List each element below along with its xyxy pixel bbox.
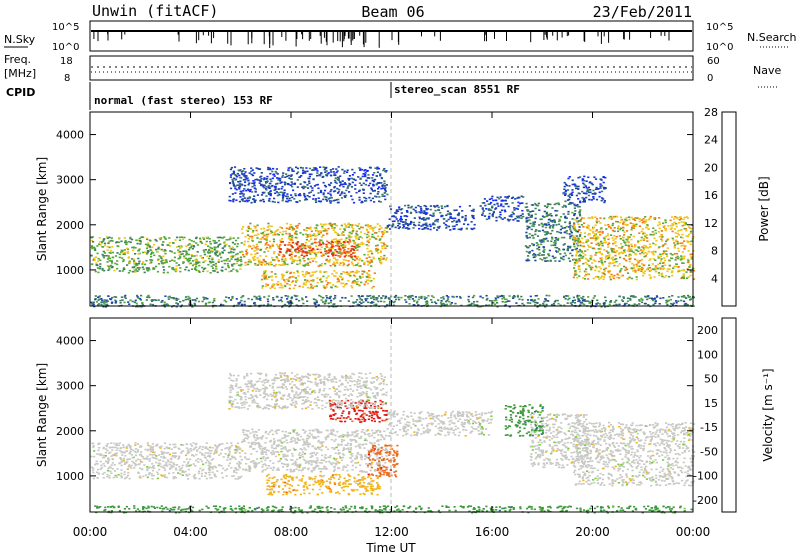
cpid-segment-2: stereo_scan 8551 RF xyxy=(394,83,520,96)
velocity-colorbar-label: Velocity [m s⁻¹] xyxy=(761,368,775,461)
velocity-colorbar-tick-7: -200 xyxy=(693,494,718,507)
power-colorbar-tick-1: 8 xyxy=(711,245,718,258)
nsky-trace xyxy=(91,30,692,48)
velocity-ytick-label-0: 1000 xyxy=(56,470,84,483)
freq-tick-top: 18 xyxy=(60,56,73,67)
time-tick-label-3: 12:00 xyxy=(374,525,409,539)
nave-tick-top: 60 xyxy=(707,56,720,67)
power-ytick-label-0: 1000 xyxy=(56,264,84,277)
nsky-tick-top-left: 10^5 xyxy=(52,22,79,33)
power-region-1 xyxy=(241,222,389,267)
velocity-scatter-cells xyxy=(90,372,696,514)
velocity-colorbar-tick-0: 200 xyxy=(697,324,718,337)
velocity-y-axis: 1000 2000 3000 4000 xyxy=(56,335,693,483)
power-y-axis: 1000 2000 3000 4000 xyxy=(56,129,693,277)
time-axis: 00:00 04:00 08:00 12:00 16:00 20:00 00:00 xyxy=(73,112,711,539)
power-scatter-cells xyxy=(90,166,696,308)
time-tick-label-2: 08:00 xyxy=(274,525,309,539)
power-panel: 1000 2000 3000 4000 Slant Range [km] 4 8 12 16… xyxy=(35,106,771,308)
velocity-ylabel: Slant Range [km] xyxy=(35,363,49,467)
velocity-region-7 xyxy=(504,404,545,437)
time-tick-label-5: 20:00 xyxy=(575,525,610,539)
nsky-label: N.Sky xyxy=(4,33,36,46)
power-region-9 xyxy=(562,175,607,204)
power-colorbar-tick-3: 16 xyxy=(704,189,718,202)
header-date: 23/Feb/2011 xyxy=(593,3,692,21)
power-colorbar-tick-4: 20 xyxy=(704,161,718,174)
power-region-6 xyxy=(479,195,525,222)
freq-tick-bottom: 8 xyxy=(64,73,70,84)
velocity-ytick-label-3: 4000 xyxy=(56,335,84,348)
velocity-ytick-label-2: 3000 xyxy=(56,380,84,393)
velocity-colorbar: 200 100 50 15 -15 -50 -100 -200 xyxy=(693,317,737,513)
velocity-ytick-label-1: 2000 xyxy=(56,425,84,438)
nsky-tick-bottom-left: 10^0 xyxy=(52,42,79,53)
power-colorbar: 4 8 12 16 20 24 28 xyxy=(704,106,737,307)
power-ytick-label-1: 2000 xyxy=(56,219,84,232)
time-tick-label-1: 04:00 xyxy=(173,525,208,539)
power-region-4 xyxy=(228,166,389,204)
velocity-region-2 xyxy=(265,473,381,496)
power-region-5 xyxy=(386,204,476,231)
cpid-label: CPID xyxy=(6,86,35,99)
power-colorbar-tick-5: 24 xyxy=(704,134,718,147)
velocity-colorbar-tick-4: -15 xyxy=(700,421,718,434)
velocity-region-5 xyxy=(228,372,388,410)
nave-label: Nave xyxy=(753,64,781,77)
freq-frame xyxy=(89,55,694,81)
power-colorbar-label: Power [dB] xyxy=(757,176,771,241)
velocity-region-3 xyxy=(366,444,399,478)
power-ylabel: Slant Range [km] xyxy=(35,157,49,261)
freq-strip: Freq. [MHz] 18 8 60 0 Nave xyxy=(4,53,781,88)
power-colorbar-tick-0: 4 xyxy=(711,272,718,285)
cpid-segment-1: normal (fast stereo) 153 RF xyxy=(94,94,273,107)
header-station: Unwin (fitACF) xyxy=(92,2,218,20)
power-region-7 xyxy=(524,202,583,263)
nsearch-label: N.Search xyxy=(747,31,797,44)
power-region-8 xyxy=(572,215,696,281)
velocity-colorbar-tick-3: 15 xyxy=(704,397,718,410)
time-tick-label-4: 16:00 xyxy=(475,525,510,539)
nsky-frame xyxy=(89,20,694,52)
power-colorbar-tick-6: 28 xyxy=(704,106,718,119)
velocity-region-8 xyxy=(529,413,590,469)
time-tick-label-6: 00:00 xyxy=(676,525,711,539)
nsky-tick-bottom-right: 10^0 xyxy=(706,42,733,53)
nsky-tick-top-right: 10^5 xyxy=(706,22,733,33)
velocity-region-6 xyxy=(386,410,494,437)
velocity-region-0 xyxy=(90,442,243,480)
header-beam: Beam 06 xyxy=(361,3,424,21)
velocity-colorbar-tick-1: 100 xyxy=(697,348,718,361)
velocity-colorbar-tick-2: 50 xyxy=(704,373,718,386)
time-axis-label: Time UT xyxy=(365,541,416,554)
velocity-colorbar-tick-5: -50 xyxy=(700,445,718,458)
freq-unit: [MHz] xyxy=(4,67,36,80)
nave-tick-bottom: 0 xyxy=(707,73,713,84)
velocity-region-1 xyxy=(241,428,389,473)
power-region-2 xyxy=(278,240,356,258)
power-region-3 xyxy=(260,270,376,290)
cpid-strip: CPID normal (fast stereo) 153 RF stereo_… xyxy=(6,82,520,110)
power-ytick-label-3: 4000 xyxy=(56,129,84,142)
velocity-region-9 xyxy=(572,421,696,487)
power-region-0 xyxy=(90,236,243,274)
power-colorbar-tick-2: 12 xyxy=(704,217,718,230)
nsky-strip: N.Sky 10^5 10^0 10^5 10^0 N.Search xyxy=(4,20,797,53)
time-tick-label-0: 00:00 xyxy=(73,525,108,539)
velocity-panel: 1000 2000 3000 4000 Slant Range [km] 200 100… xyxy=(35,317,775,514)
freq-label: Freq. xyxy=(4,53,31,66)
power-ytick-label-2: 3000 xyxy=(56,174,84,187)
velocity-colorbar-tick-6: -100 xyxy=(693,470,718,483)
